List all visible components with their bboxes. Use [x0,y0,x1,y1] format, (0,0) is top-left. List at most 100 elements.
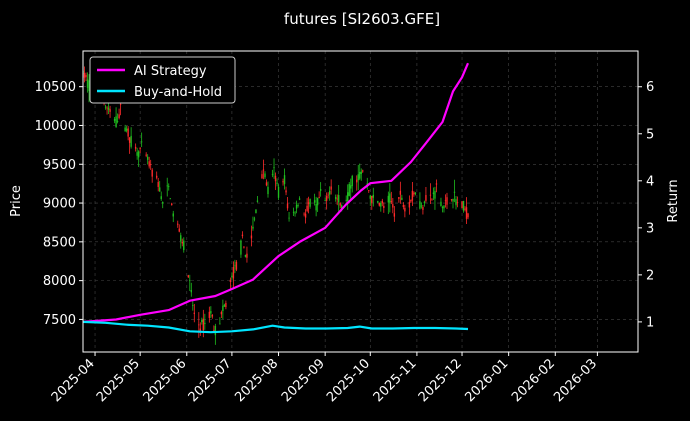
candle-body [276,182,278,184]
candle-body [264,173,266,178]
candle-body [199,328,202,331]
candle-body [222,305,224,312]
candle-body [253,218,256,220]
candle-body [166,185,168,187]
candle-body [371,195,373,203]
candle-body [162,201,164,204]
candle-body [369,195,371,199]
candle-body [441,207,444,209]
candle-body [380,202,382,207]
y-axis-left: 7500 8000 8500 9000 9500 10000 10500 [35,80,83,328]
candle-body [446,197,448,205]
candle-body [265,182,268,186]
candle-body [423,201,426,204]
candle-body [411,190,414,201]
candle-body [208,311,211,318]
candle-body [327,194,329,196]
candle-body [220,311,223,315]
series-line-ai-strategy [83,62,470,323]
candle-body [455,199,457,206]
legend-label-ai-strategy: AI Strategy [134,64,207,79]
y-left-tick-label: 9500 [43,158,76,173]
candle-body [234,265,236,267]
candle-body [440,201,442,207]
candle-body [88,80,90,91]
candle-body [145,154,147,156]
y-left-tick-label: 10000 [35,119,76,134]
candle-body [381,200,384,204]
candle-body [130,135,132,147]
candle-body [246,253,248,258]
candle-body [244,254,247,257]
candle-body [271,173,274,175]
legend-label-buy-and-hold: Buy-and-Hold [134,85,222,100]
candle-body [171,203,173,206]
candle-body [402,204,405,208]
y-axis-right-label: Return [666,179,681,222]
plot-frame [82,50,639,353]
candle-body [303,213,305,215]
y-axis-right: 1 2 3 4 5 6 [638,80,654,330]
candle-body [168,186,170,188]
candle-body [273,167,275,169]
candle-body [345,199,347,201]
candle-body [453,191,456,193]
candle-body [383,205,385,208]
candle-body [146,156,149,160]
candle-body [229,279,232,283]
candle-body [177,223,179,225]
candle-body [274,175,277,182]
series-line-buy-and-hold [83,320,469,334]
candle-body [378,202,381,206]
candle-body [298,198,301,200]
candle-body [359,171,361,179]
legend-box [89,56,236,104]
candle-body [351,176,353,187]
candle-body [286,203,289,209]
candle-body [134,146,137,149]
y-right-tick-label: 4 [646,174,654,189]
candle-body [450,199,453,201]
candle-body [109,109,111,112]
candle-body [160,196,162,200]
candle-body [431,199,433,201]
candle-body [127,128,129,137]
candle-body [360,171,362,174]
candle-body [189,280,191,282]
candle-body [256,200,259,202]
candle-body [139,147,141,149]
candle-body [336,198,338,200]
candle-body [178,228,180,232]
candle-body [456,202,459,203]
candle-body [193,312,196,314]
y-right-tick-label: 5 [646,127,654,142]
candle-body [467,213,469,218]
candle-body [413,192,415,195]
candle-body [401,197,403,200]
candle-body [350,185,352,189]
candle-body [330,186,332,190]
candle-body [107,107,110,110]
candle-body [128,137,131,143]
candle-body [452,199,454,202]
candle-body [297,205,299,206]
candle-body [241,234,244,237]
candle-body [368,190,370,191]
candle-body [85,74,87,78]
candle-body [309,199,311,207]
candle-body [392,204,394,208]
candle-body [267,186,269,195]
candle-body [325,196,328,201]
candle-body [372,194,374,198]
candle-body [393,213,396,217]
candle-body [235,261,238,270]
candle-body [183,240,185,251]
candle-body [348,183,350,196]
candle-body [180,235,182,242]
candle-body [210,311,212,314]
candle-body [334,197,337,199]
candle-body [377,200,379,203]
candle-body [319,189,322,191]
candle-body [211,314,214,317]
candle-body [172,213,174,217]
